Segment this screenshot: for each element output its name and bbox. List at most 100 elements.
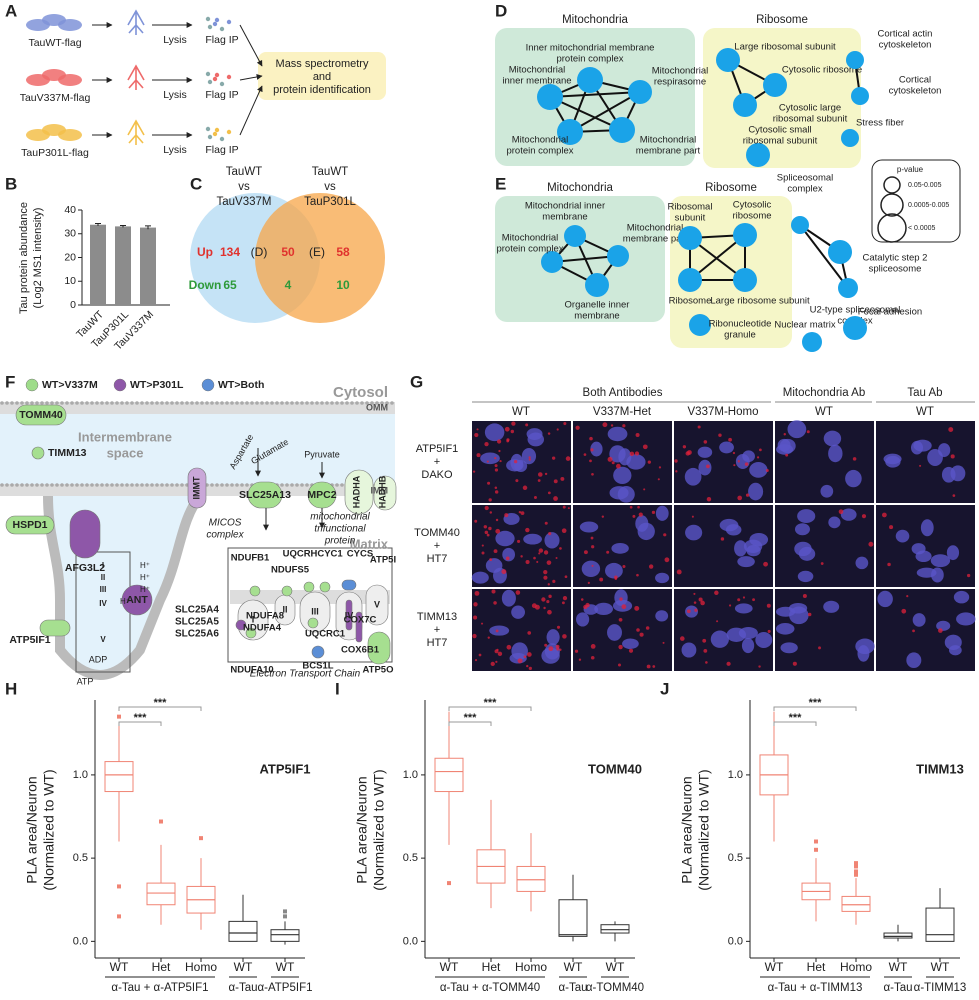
protein-label: Electron Transport Chain (250, 669, 361, 680)
pla-signal (481, 551, 485, 555)
ip-dot (205, 71, 211, 77)
pla-signal (587, 581, 590, 584)
protein (5, 515, 55, 535)
lipid-head (215, 401, 219, 405)
schematic-label: Intermembrane (78, 429, 172, 444)
axis-label: (Log2 MS1 intensity) (32, 208, 44, 309)
nucleus (607, 426, 628, 442)
pla-signal (906, 595, 909, 598)
nucleus (930, 554, 951, 568)
lipid-head (15, 401, 19, 405)
legend-box (871, 159, 961, 243)
lipid-head (90, 401, 94, 405)
group-label: α-Tau + α-TIMM13 (768, 982, 863, 994)
pla-signal (543, 550, 549, 555)
nucleus (936, 620, 951, 631)
count: 134 (220, 245, 240, 259)
lipid-head (200, 401, 204, 405)
ip-dot (212, 76, 218, 82)
node-label: membrane part (636, 146, 701, 157)
lipid-head (235, 483, 239, 487)
pla-signal (737, 598, 741, 602)
schematic-label: ATP5IF1 (9, 634, 50, 646)
pla-signal (785, 453, 789, 457)
pla-signal (585, 602, 590, 608)
node-label: Nuclear matrix (774, 320, 835, 331)
y-tick-label: 0 (70, 299, 76, 311)
lipid-head (215, 483, 219, 487)
pla-signal (614, 577, 618, 581)
schematic-label: OMM (366, 402, 388, 412)
protein (249, 585, 261, 597)
pla-signal (472, 633, 477, 639)
lipid-head (85, 401, 89, 405)
pla-signal (562, 595, 568, 601)
nucleus (749, 462, 768, 478)
lipid-head (250, 401, 254, 405)
pla-signal (599, 577, 604, 582)
cluster-box (495, 28, 695, 166)
pla-signal (517, 658, 523, 664)
lipid-head (295, 483, 299, 487)
pla-signal (706, 464, 710, 469)
lipid-head (145, 483, 149, 487)
pla-signal (591, 472, 594, 476)
pla-signal (484, 505, 489, 511)
node-label: U2-type spliceosomal (810, 305, 901, 316)
pla-signal (763, 561, 768, 567)
edge (799, 224, 849, 289)
lipid-head (210, 401, 214, 405)
row-label: DAKO (421, 469, 453, 481)
protein-label: NDUFS5 (271, 565, 310, 576)
protein (281, 585, 293, 597)
pla-signal (580, 598, 584, 601)
pla-signal (553, 479, 558, 484)
node (843, 316, 867, 340)
lipid-head (225, 483, 229, 487)
lipid-head (245, 401, 249, 405)
node-label: membrane (542, 212, 587, 223)
lipid-head (205, 401, 209, 405)
nucleus (607, 624, 622, 641)
nucleus (579, 521, 599, 533)
lipid-head (175, 483, 179, 487)
protein (367, 631, 391, 665)
pla-signal (621, 604, 627, 610)
pla-signal (473, 615, 478, 620)
pla-signal (610, 424, 614, 427)
pla-signal (552, 579, 556, 584)
protein (341, 579, 357, 591)
lipid-head (240, 401, 244, 405)
pla-signal (636, 628, 640, 632)
lipid-head (260, 401, 264, 405)
bar (140, 227, 156, 305)
row-label: Up (197, 245, 213, 259)
pla-signal (483, 525, 488, 529)
pla-signal (498, 449, 501, 453)
schematic-label: TIMM13 (48, 447, 87, 459)
row-label: ATP5IF1 (416, 443, 459, 455)
pla-signal (728, 604, 732, 607)
x-tick-label: WT (765, 960, 784, 974)
lipid-head (170, 401, 174, 405)
pla-signal (565, 456, 571, 461)
count: 50 (281, 245, 295, 259)
row-label: HT7 (427, 553, 448, 565)
node (733, 93, 757, 117)
pla-signal (484, 530, 489, 535)
x-tick-label: WT (564, 960, 583, 974)
pla-signal (697, 425, 701, 429)
legend-label: WT>Both (218, 379, 264, 391)
protein (69, 509, 101, 559)
outlier (854, 861, 858, 866)
protein (245, 627, 257, 639)
lipid-head (100, 401, 104, 405)
nucleus (734, 603, 753, 614)
nucleus (737, 556, 755, 568)
axis-label: Tau protein abundance (18, 202, 30, 314)
lipid-head (230, 483, 234, 487)
node-label: Cortical actin (878, 29, 933, 40)
pla-signal (652, 665, 656, 668)
box (146, 882, 176, 906)
pla-signal (643, 488, 646, 491)
